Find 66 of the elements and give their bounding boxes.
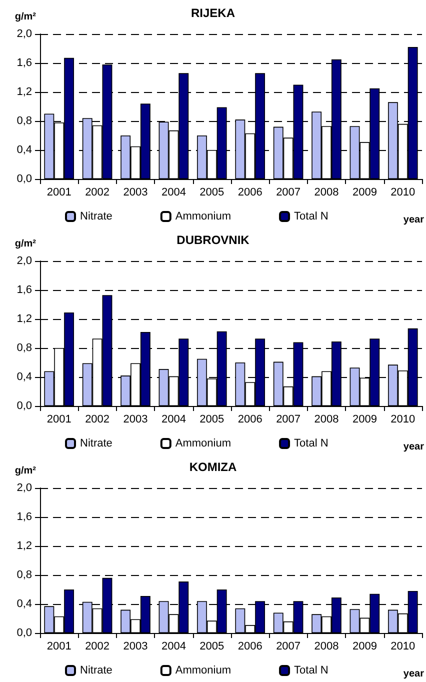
- x-tick-label: 2009: [352, 414, 377, 426]
- legend-label: Total N: [294, 210, 328, 222]
- y-tick-label: 1,6: [16, 511, 32, 523]
- y-tick-label: 0,4: [16, 371, 32, 383]
- y-tick-label: 0,0: [16, 173, 32, 185]
- legend-label: Ammonium: [175, 210, 232, 222]
- x-tick-label: 2007: [276, 414, 301, 426]
- y-tick-label: 0,0: [16, 400, 32, 412]
- y-tick-label: 1,2: [16, 313, 32, 325]
- y-tick-label: 1,2: [16, 86, 32, 98]
- y-tick-label: 0,8: [16, 569, 32, 581]
- x-tick-label: 2005: [200, 640, 224, 652]
- chart-title: KOMIZA: [189, 460, 237, 474]
- y-tick-label: 0,8: [16, 342, 32, 354]
- x-axis-title: year: [403, 668, 424, 680]
- x-tick-label: 2006: [238, 414, 262, 426]
- x-tick-label: 2007: [276, 640, 301, 652]
- x-tick-label: 2010: [390, 414, 416, 426]
- x-tick-label: 2010: [390, 640, 416, 652]
- x-axis-title: year: [403, 214, 424, 226]
- x-tick-label: 2008: [314, 414, 339, 426]
- x-tick-label: 2010: [390, 186, 416, 198]
- x-tick-label: 2001: [46, 640, 72, 652]
- x-tick-label: 2008: [314, 640, 339, 652]
- x-tick-label: 2006: [238, 186, 262, 198]
- x-tick-label: 2009: [352, 640, 377, 652]
- x-tick-label: 2008: [314, 186, 339, 198]
- y-tick-label: 0,8: [16, 115, 32, 127]
- legend-label: Ammonium: [175, 438, 232, 450]
- y-tick-label: 2,0: [16, 482, 32, 494]
- y-tick-label: 2,0: [16, 28, 32, 40]
- y-tick-label: 0,4: [16, 598, 32, 610]
- x-axis-title: year: [403, 442, 424, 452]
- x-tick-label: 2004: [161, 186, 186, 198]
- x-tick-label: 2002: [85, 186, 110, 198]
- legend-label: Nitrate: [80, 438, 112, 450]
- chart-title: RIJEKA: [190, 6, 236, 20]
- x-tick-label: 2003: [123, 186, 148, 198]
- x-tick-label: 2005: [200, 414, 224, 426]
- x-tick-label: 2002: [85, 640, 110, 652]
- y-tick-label: 1,2: [16, 540, 32, 552]
- y-tick-label: 2,0: [16, 255, 32, 267]
- x-tick-label: 2001: [46, 186, 72, 198]
- legend-label: Ammonium: [175, 664, 232, 676]
- x-tick-label: 2004: [161, 414, 186, 426]
- y-tick-label: 0,0: [16, 627, 32, 639]
- legend-label: Nitrate: [80, 664, 112, 676]
- x-tick-label: 2007: [276, 186, 301, 198]
- x-tick-label: 2002: [85, 414, 110, 426]
- x-tick-label: 2005: [200, 186, 224, 198]
- chart-title: DUBROVNIK: [176, 233, 250, 247]
- legend-label: Nitrate: [80, 210, 112, 222]
- legend-label: Total N: [294, 664, 328, 676]
- y-axis-title: g/m²: [14, 12, 37, 22]
- y-axis-title: g/m²: [14, 238, 37, 250]
- x-tick-label: 2003: [123, 414, 148, 426]
- y-tick-label: 0,4: [16, 144, 32, 156]
- y-tick-label: 1,6: [16, 284, 32, 296]
- y-tick-label: 1,6: [16, 57, 32, 69]
- x-tick-label: 2001: [46, 414, 72, 426]
- x-tick-label: 2006: [238, 640, 262, 652]
- y-axis-title: g/m²: [14, 466, 37, 476]
- x-tick-label: 2009: [352, 186, 377, 198]
- legend-label: Total N: [294, 438, 328, 450]
- x-tick-label: 2004: [161, 640, 186, 652]
- x-tick-label: 2003: [123, 640, 148, 652]
